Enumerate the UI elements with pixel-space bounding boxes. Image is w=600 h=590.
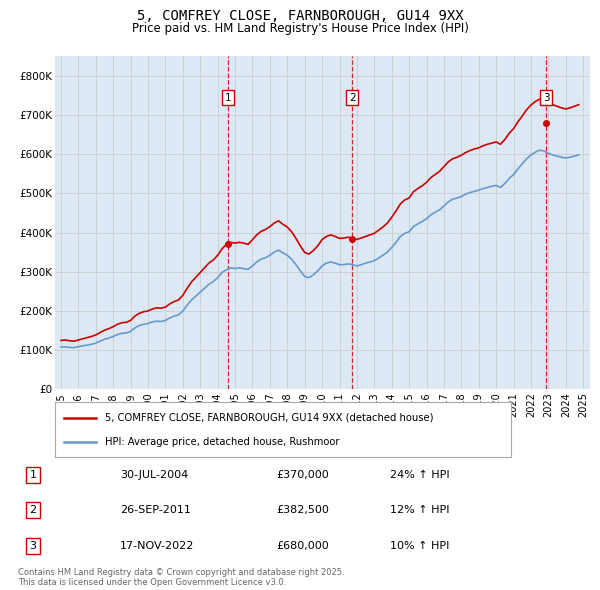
Text: £680,000: £680,000: [276, 541, 329, 550]
Text: 2: 2: [29, 506, 37, 515]
Text: Price paid vs. HM Land Registry's House Price Index (HPI): Price paid vs. HM Land Registry's House …: [131, 22, 469, 35]
Text: 3: 3: [543, 93, 550, 103]
Text: £370,000: £370,000: [276, 470, 329, 480]
Text: 3: 3: [29, 541, 37, 550]
Text: 5, COMFREY CLOSE, FARNBOROUGH, GU14 9XX (detached house): 5, COMFREY CLOSE, FARNBOROUGH, GU14 9XX …: [106, 413, 434, 423]
Text: 12% ↑ HPI: 12% ↑ HPI: [390, 506, 449, 515]
Text: 26-SEP-2011: 26-SEP-2011: [120, 506, 191, 515]
Text: HPI: Average price, detached house, Rushmoor: HPI: Average price, detached house, Rush…: [106, 437, 340, 447]
Text: 24% ↑ HPI: 24% ↑ HPI: [390, 470, 449, 480]
Text: 2: 2: [349, 93, 356, 103]
Text: 1: 1: [29, 470, 37, 480]
Text: 30-JUL-2004: 30-JUL-2004: [120, 470, 188, 480]
Text: 10% ↑ HPI: 10% ↑ HPI: [390, 541, 449, 550]
Text: Contains HM Land Registry data © Crown copyright and database right 2025.
This d: Contains HM Land Registry data © Crown c…: [18, 568, 344, 587]
Text: £382,500: £382,500: [276, 506, 329, 515]
Text: 1: 1: [224, 93, 231, 103]
Text: 17-NOV-2022: 17-NOV-2022: [120, 541, 194, 550]
Text: 5, COMFREY CLOSE, FARNBOROUGH, GU14 9XX: 5, COMFREY CLOSE, FARNBOROUGH, GU14 9XX: [137, 9, 463, 23]
